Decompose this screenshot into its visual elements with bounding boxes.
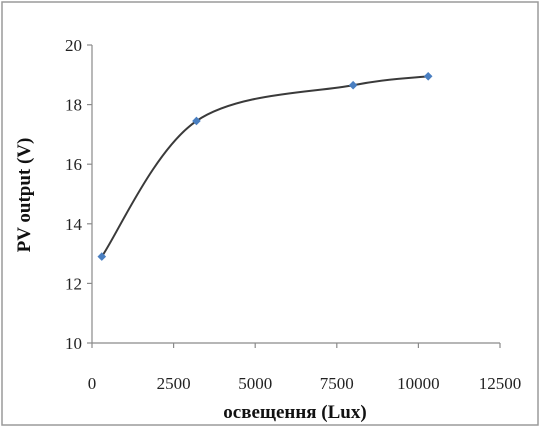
x-axis-title: освещення (Lux) (223, 402, 366, 423)
y-tick-label: 16 (65, 155, 82, 174)
x-tick-label: 12500 (479, 374, 522, 393)
x-tick-label: 10000 (397, 374, 440, 393)
y-tick-label: 18 (65, 96, 82, 115)
x-tick-label: 2500 (157, 374, 191, 393)
plot-area (97, 71, 433, 261)
x-tick-label: 7500 (320, 374, 354, 393)
y-tick-label: 10 (65, 334, 82, 353)
x-tick-label: 5000 (238, 374, 272, 393)
y-tick-label: 14 (65, 215, 83, 234)
axes: 10 12 14 16 18 20 0 2500 5000 7500 10000 12500 (65, 36, 521, 393)
y-tick-label: 12 (65, 274, 82, 293)
data-point (97, 252, 107, 261)
y-tick-label: 20 (65, 36, 82, 55)
series-line (100, 75, 429, 258)
x-tick-label: 0 (88, 374, 97, 393)
data-point (423, 71, 433, 81)
data-point (348, 80, 358, 90)
y-axis-title: PV output (V) (14, 138, 35, 253)
data-point (192, 116, 201, 126)
